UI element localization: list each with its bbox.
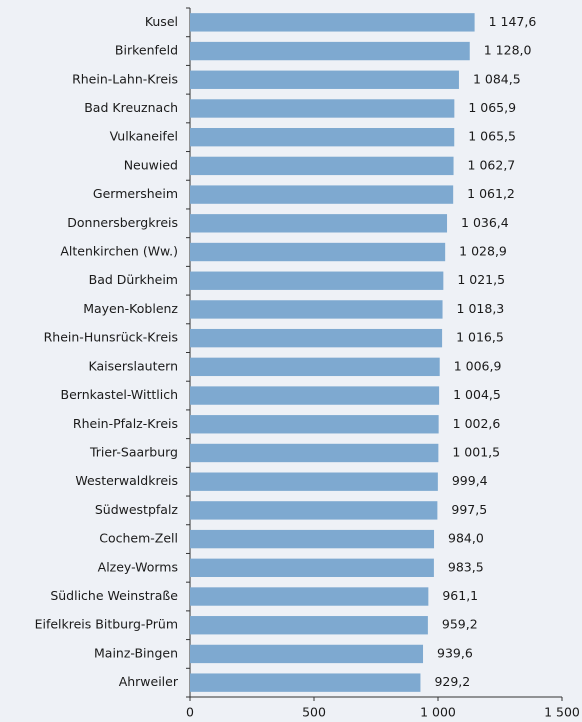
- value-label: 1 065,5: [468, 129, 516, 144]
- bar: [190, 443, 439, 463]
- x-tick-label: 1 500: [544, 705, 580, 720]
- bar: [190, 501, 438, 520]
- bar: [190, 644, 424, 664]
- y-tick-label: Trier-Saarburg: [89, 444, 178, 459]
- x-tick-label: 0: [186, 705, 194, 720]
- value-label: 1 002,6: [453, 416, 501, 431]
- y-tick-label: Mayen-Koblenz: [83, 301, 178, 316]
- y-tick-label: Eifelkreis Bitburg-Prüm: [35, 617, 178, 632]
- y-tick-label: Cochem-Zell: [99, 531, 178, 546]
- bar: [190, 214, 448, 233]
- y-tick-label: Alzey-Worms: [98, 559, 178, 574]
- x-tick-label: 1 000: [420, 705, 456, 720]
- value-label: 1 018,3: [457, 301, 505, 316]
- y-tick-label: Neuwied: [124, 157, 178, 172]
- y-tick-label: Mainz-Bingen: [94, 645, 178, 660]
- bar: [190, 415, 439, 434]
- bar: [190, 616, 428, 635]
- value-label: 999,4: [452, 473, 488, 488]
- value-label: 939,6: [437, 645, 473, 660]
- y-tick-label: Germersheim: [93, 186, 178, 201]
- bar: [190, 271, 444, 290]
- y-tick-label: Bad Dürkheim: [89, 272, 178, 287]
- value-label: 1 006,9: [454, 358, 502, 373]
- value-label: 983,5: [448, 559, 484, 574]
- bar: [190, 128, 455, 147]
- bar: [190, 242, 446, 262]
- bar: [190, 386, 440, 405]
- bar: [190, 99, 455, 118]
- y-tick-label: Vulkaneifel: [110, 129, 178, 144]
- y-tick-label: Bernkastel-Wittlich: [61, 387, 178, 402]
- y-tick-label: Rhein-Pfalz-Kreis: [73, 416, 178, 431]
- value-label: 1 028,9: [459, 244, 507, 259]
- bar: [190, 472, 438, 491]
- bar: [190, 357, 440, 377]
- value-label: 1 062,7: [468, 157, 516, 172]
- value-label: 1 128,0: [484, 43, 532, 58]
- value-label: 929,2: [434, 674, 470, 689]
- y-tick-label: Donnersbergkreis: [67, 215, 178, 230]
- value-label: 1 061,2: [467, 186, 515, 201]
- y-tick-label: Südwestpfalz: [95, 502, 179, 517]
- y-tick-label: Südliche Weinstraße: [50, 588, 178, 603]
- value-label: 1 147,6: [489, 14, 537, 29]
- y-tick-label: Ahrweiler: [119, 674, 179, 689]
- y-tick-label: Kaiserslautern: [89, 358, 178, 373]
- value-label: 959,2: [442, 617, 478, 632]
- bar: [190, 328, 443, 348]
- value-label: 961,1: [442, 588, 478, 603]
- value-label: 1 065,9: [468, 100, 516, 115]
- value-label: 1 036,4: [461, 215, 509, 230]
- bar: [190, 41, 470, 61]
- y-tick-label: Bad Kreuznach: [84, 100, 178, 115]
- y-tick-label: Rhein-Lahn-Kreis: [72, 71, 178, 86]
- value-label: 1 016,5: [456, 330, 504, 345]
- value-label: 1 004,5: [453, 387, 501, 402]
- bar: [190, 156, 454, 176]
- value-label: 1 084,5: [473, 71, 521, 86]
- value-label: 997,5: [451, 502, 487, 517]
- bar: [190, 70, 459, 89]
- bar: [190, 529, 435, 549]
- bar: [190, 673, 421, 692]
- y-tick-label: Birkenfeld: [115, 43, 178, 58]
- value-label: 984,0: [448, 531, 484, 546]
- bar: [190, 185, 454, 204]
- bar: [190, 13, 475, 32]
- bar: [190, 300, 443, 319]
- value-label: 1 001,5: [452, 444, 500, 459]
- y-tick-label: Rhein-Hunsrück-Kreis: [44, 330, 178, 345]
- y-tick-label: Altenkirchen (Ww.): [60, 244, 178, 259]
- bar: [190, 587, 429, 606]
- x-tick-label: 500: [302, 705, 326, 720]
- y-tick-label: Westerwaldkreis: [75, 473, 178, 488]
- bar: [190, 558, 434, 577]
- value-label: 1 021,5: [457, 272, 505, 287]
- y-tick-label: Kusel: [145, 14, 178, 29]
